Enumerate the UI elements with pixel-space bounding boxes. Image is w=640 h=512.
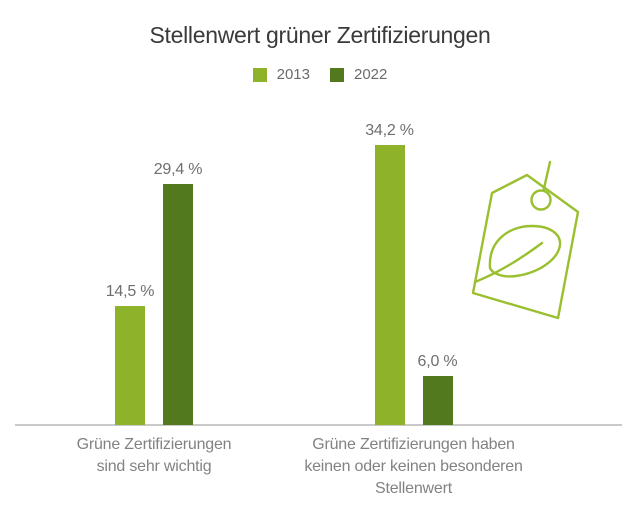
bar-value-label: 34,2 % — [365, 122, 414, 139]
bar-2022-category-2 — [422, 376, 453, 425]
legend-item-2022: 2022 — [330, 66, 387, 83]
legend-item-2013: 2013 — [252, 66, 310, 83]
bar-2022-category-1 — [163, 184, 193, 425]
bar-value-label: 29,4 % — [153, 161, 203, 178]
legend-label: 2013 — [276, 66, 310, 83]
bar-value-label: 14,5 % — [105, 283, 155, 300]
legend-label: 2022 — [354, 66, 388, 83]
leaf-vein — [473, 241, 544, 284]
legend: 2013 2022 — [0, 66, 640, 83]
leaf-outline — [488, 224, 562, 278]
x-axis-line — [15, 424, 622, 426]
bar-2013-category-2 — [374, 145, 405, 425]
tag-hole — [530, 189, 552, 211]
tag-outline — [471, 173, 580, 320]
leaf-tag-icon — [471, 160, 580, 320]
chart-title: Stellenwert grüner Zertifizierungen — [149, 22, 491, 48]
category-label: Grüne Zertifizierungen sind sehr wichtig — [76, 436, 232, 475]
category-label: Grüne Zertifizierungen haben keinen oder… — [304, 436, 523, 497]
legend-swatch — [330, 67, 344, 82]
tag-string — [542, 160, 552, 192]
bar-2013-category-1 — [115, 306, 145, 425]
bar-value-label: 6,0 % — [417, 353, 458, 370]
legend-swatch — [252, 67, 267, 82]
